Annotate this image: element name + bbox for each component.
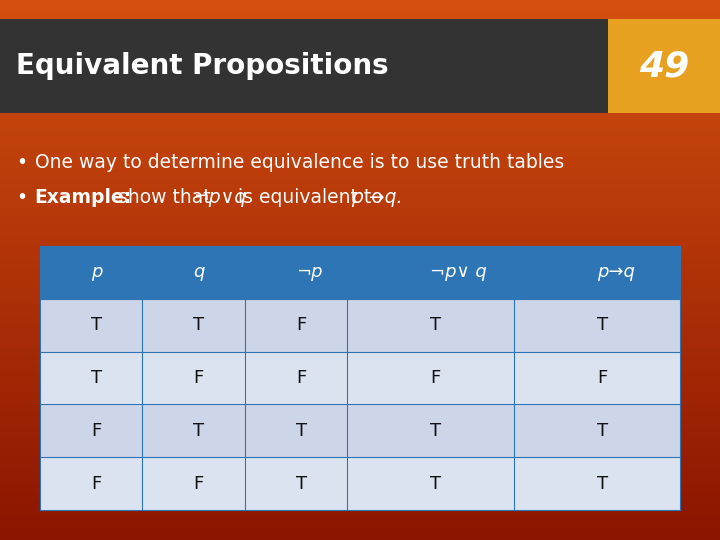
Text: T: T bbox=[597, 475, 608, 493]
Text: Equivalent Propositions: Equivalent Propositions bbox=[16, 52, 389, 80]
Text: ¬p∨q: ¬p∨q bbox=[193, 187, 246, 207]
Text: F: F bbox=[296, 369, 306, 387]
Text: T: T bbox=[296, 475, 307, 493]
Bar bbox=[40, 352, 680, 404]
Text: T: T bbox=[91, 316, 102, 334]
Text: p: p bbox=[91, 263, 102, 281]
Text: T: T bbox=[597, 316, 608, 334]
Text: F: F bbox=[91, 422, 101, 440]
Text: F: F bbox=[296, 316, 306, 334]
Text: T: T bbox=[194, 422, 204, 440]
Text: One way to determine equivalence is to use truth tables: One way to determine equivalence is to u… bbox=[35, 152, 564, 172]
Text: p→q: p→q bbox=[597, 263, 635, 281]
Text: T: T bbox=[597, 422, 608, 440]
Bar bbox=[40, 404, 680, 457]
Text: p →q.: p →q. bbox=[351, 187, 403, 207]
Text: T: T bbox=[431, 316, 441, 334]
Text: F: F bbox=[597, 369, 608, 387]
Text: ¬p∨ q: ¬p∨ q bbox=[431, 263, 487, 281]
Text: show that: show that bbox=[112, 187, 216, 207]
Text: q: q bbox=[194, 263, 204, 281]
Text: F: F bbox=[194, 475, 204, 493]
Text: Example:: Example: bbox=[35, 187, 132, 207]
Text: F: F bbox=[91, 475, 101, 493]
Bar bbox=[0, 19, 608, 113]
Text: ¬p: ¬p bbox=[296, 263, 323, 281]
Text: 49: 49 bbox=[639, 49, 689, 83]
Text: T: T bbox=[431, 475, 441, 493]
Text: T: T bbox=[91, 369, 102, 387]
Text: F: F bbox=[194, 369, 204, 387]
Bar bbox=[608, 19, 720, 113]
Bar bbox=[40, 246, 680, 299]
Text: •: • bbox=[16, 152, 27, 172]
Bar bbox=[40, 299, 680, 352]
Text: •: • bbox=[16, 187, 27, 207]
Text: T: T bbox=[296, 422, 307, 440]
Text: T: T bbox=[431, 422, 441, 440]
Text: F: F bbox=[431, 369, 441, 387]
Bar bbox=[40, 457, 680, 510]
Text: is equivalent to: is equivalent to bbox=[232, 187, 389, 207]
Text: T: T bbox=[194, 316, 204, 334]
